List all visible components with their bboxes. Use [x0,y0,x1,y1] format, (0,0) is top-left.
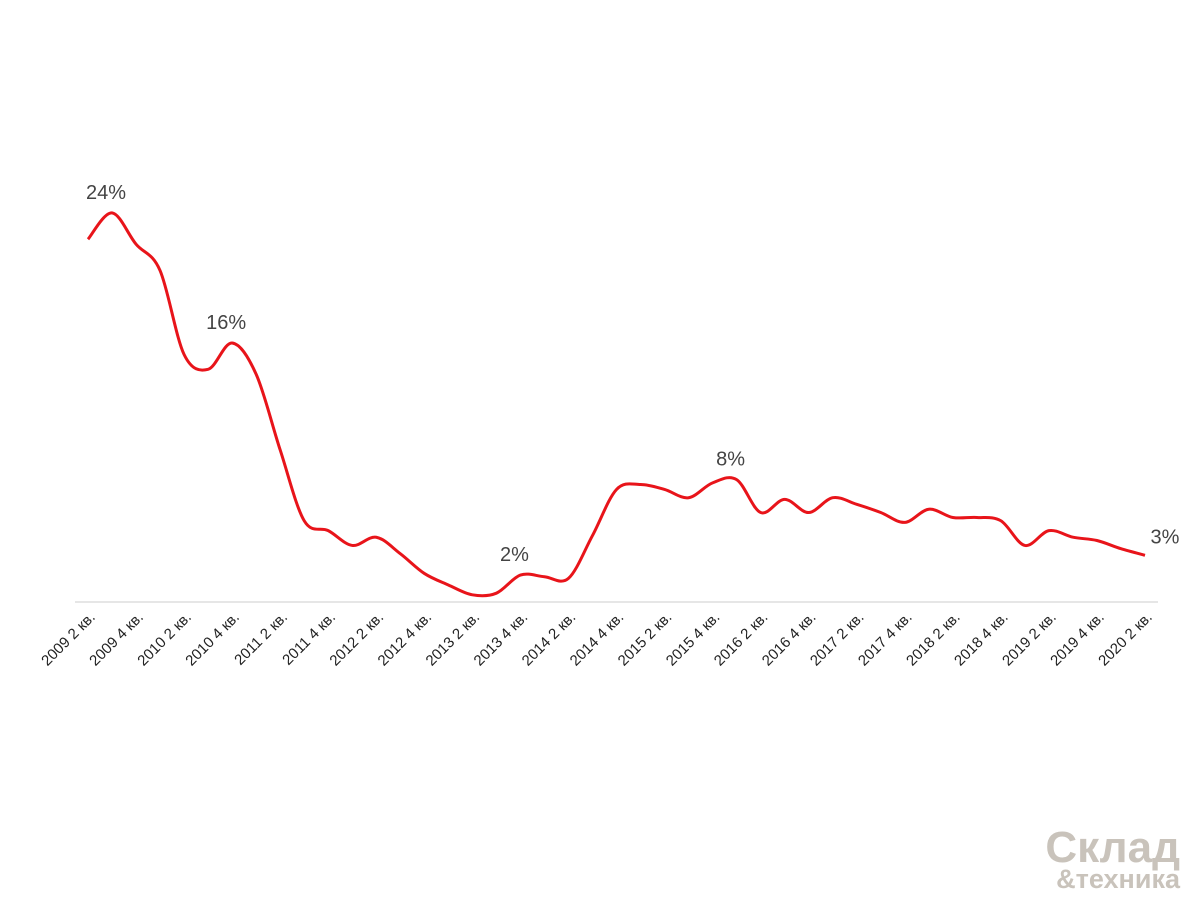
line [86,211,1146,598]
data-label: 24% [86,182,126,204]
data-label: 3% [1151,526,1180,548]
logo-top: Склад [1045,823,1180,872]
data-label: 16% [206,312,246,334]
logo-bottom: &техника [1056,864,1181,894]
data-label: 8% [716,449,745,471]
data-label: 2% [500,544,529,566]
